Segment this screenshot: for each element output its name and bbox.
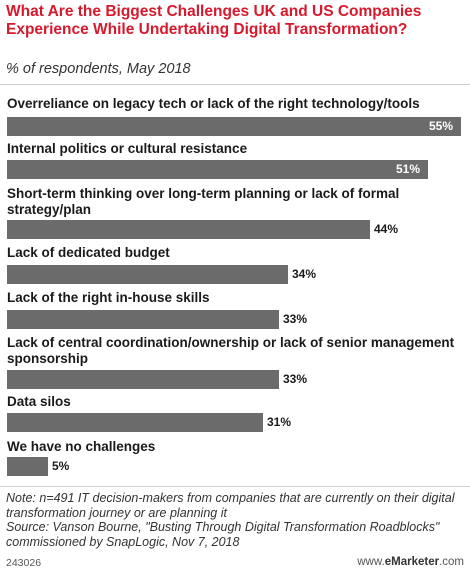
chart-id: 243026 [6,557,42,569]
bar [7,457,48,476]
chart-subtitle: % of respondents, May 2018 [6,61,191,77]
bar [7,265,288,284]
value-label: 31% [267,415,292,429]
category-label: Lack of dedicated budget [7,245,170,260]
bar [7,370,279,389]
chart-title: What Are the Biggest Challenges UK and U… [6,3,422,38]
value-label: 44% [374,222,399,236]
bar [7,160,428,179]
value-label: 51% [396,162,421,176]
brand-name: eMarketer [384,556,440,568]
category-label: We have no challenges [7,439,156,454]
category-label: Overreliance on legacy tech or lack of t… [7,96,420,111]
emarketer-logo: www.eMarketer.com [357,556,464,568]
header-divider [0,84,470,85]
chart-footnote: Note: n=491 IT decision-makers from comp… [6,491,466,549]
category-label: Internal politics or cultural resistance [7,141,248,156]
brand-prefix: www. [357,556,385,568]
source-text: Source: Vanson Bourne, "Busting Through … [6,520,440,549]
category-label: Short-term thinking over long-term plann… [7,186,400,217]
category-label: Lack of the right in-house skills [7,290,210,305]
value-label: 55% [429,119,454,133]
brand-suffix: .com [439,556,464,568]
footer-divider [0,486,470,487]
category-label: Lack of central coordination/ownership o… [7,335,455,366]
category-label: Data silos [7,394,71,409]
value-label: 34% [292,267,317,281]
value-label: 5% [52,459,70,473]
bar [7,310,279,329]
note-text: Note: n=491 IT decision-makers from comp… [6,491,455,520]
bar [7,413,263,432]
bar [7,117,461,136]
value-label: 33% [283,312,308,326]
bar [7,220,370,239]
value-label: 33% [283,372,308,386]
